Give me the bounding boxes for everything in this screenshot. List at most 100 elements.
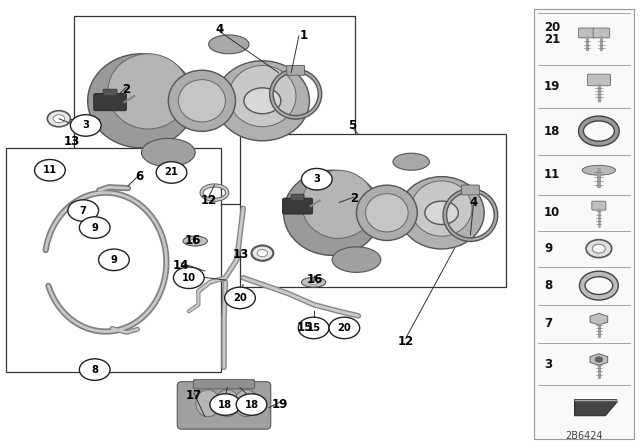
Bar: [534, 9, 634, 439]
Circle shape: [301, 168, 332, 190]
Text: 11: 11: [544, 168, 560, 181]
Circle shape: [173, 267, 204, 289]
Text: 9: 9: [544, 242, 552, 255]
Text: 6: 6: [136, 169, 143, 183]
FancyBboxPatch shape: [461, 185, 479, 195]
FancyBboxPatch shape: [177, 382, 271, 429]
Ellipse shape: [244, 88, 281, 114]
Ellipse shape: [308, 280, 319, 284]
Ellipse shape: [332, 247, 381, 272]
Text: 8: 8: [544, 279, 552, 292]
Circle shape: [236, 394, 267, 415]
Ellipse shape: [215, 390, 239, 417]
Ellipse shape: [168, 70, 236, 131]
Circle shape: [99, 249, 129, 271]
Text: 7: 7: [80, 206, 86, 215]
Text: 19: 19: [271, 398, 288, 411]
Ellipse shape: [183, 236, 207, 246]
Circle shape: [252, 246, 273, 261]
Ellipse shape: [108, 54, 188, 129]
Polygon shape: [590, 354, 608, 366]
Text: 21: 21: [164, 168, 179, 177]
FancyBboxPatch shape: [593, 28, 610, 38]
FancyBboxPatch shape: [283, 198, 312, 214]
FancyBboxPatch shape: [103, 89, 117, 96]
Text: 4: 4: [470, 196, 477, 209]
Circle shape: [79, 217, 110, 238]
Circle shape: [79, 359, 110, 380]
Ellipse shape: [229, 65, 296, 127]
Bar: [240, 134, 506, 287]
Text: 10: 10: [544, 206, 560, 220]
Text: 15: 15: [307, 323, 321, 333]
Circle shape: [47, 111, 70, 127]
Text: 20
21: 20 21: [544, 22, 560, 46]
Ellipse shape: [356, 185, 417, 241]
Ellipse shape: [234, 390, 259, 417]
Text: 15: 15: [296, 321, 313, 335]
Text: 2: 2: [122, 83, 130, 96]
Text: 16: 16: [307, 272, 323, 286]
Text: 20: 20: [337, 323, 351, 333]
Ellipse shape: [215, 61, 310, 141]
Text: 3: 3: [83, 121, 89, 130]
Ellipse shape: [179, 80, 225, 122]
Circle shape: [298, 317, 329, 339]
Circle shape: [225, 287, 255, 309]
Text: 13: 13: [63, 134, 80, 148]
Text: 4: 4: [216, 22, 223, 36]
FancyBboxPatch shape: [588, 74, 611, 86]
Ellipse shape: [393, 153, 429, 170]
Text: 18: 18: [244, 400, 259, 409]
Bar: [74, 16, 355, 204]
Circle shape: [595, 357, 603, 362]
Text: 2B6424: 2B6424: [565, 431, 603, 441]
Polygon shape: [590, 314, 608, 325]
Text: 17: 17: [186, 388, 202, 402]
Polygon shape: [575, 400, 617, 416]
Text: 18: 18: [544, 125, 561, 138]
Text: 3: 3: [544, 358, 552, 370]
Circle shape: [68, 200, 99, 221]
Text: 8: 8: [92, 365, 98, 375]
FancyBboxPatch shape: [579, 28, 595, 38]
FancyBboxPatch shape: [193, 379, 255, 389]
Ellipse shape: [302, 170, 375, 238]
Ellipse shape: [425, 201, 458, 224]
Text: 12: 12: [397, 335, 414, 349]
Text: 12: 12: [200, 194, 217, 207]
Circle shape: [586, 240, 612, 258]
Circle shape: [35, 159, 65, 181]
Text: 5: 5: [349, 119, 356, 132]
Text: 9: 9: [92, 223, 98, 233]
Circle shape: [70, 115, 101, 136]
Text: 14: 14: [173, 259, 189, 272]
Circle shape: [593, 244, 605, 253]
Ellipse shape: [399, 177, 484, 249]
Text: 3: 3: [314, 174, 320, 184]
Ellipse shape: [412, 181, 472, 236]
FancyBboxPatch shape: [93, 94, 127, 111]
Text: 10: 10: [182, 273, 196, 283]
Circle shape: [156, 162, 187, 183]
Ellipse shape: [365, 194, 408, 232]
Circle shape: [329, 317, 360, 339]
Ellipse shape: [209, 35, 249, 54]
Text: 1: 1: [300, 29, 308, 43]
Text: 9: 9: [111, 255, 117, 265]
Ellipse shape: [141, 138, 195, 167]
FancyBboxPatch shape: [592, 201, 606, 210]
Text: 20: 20: [233, 293, 247, 303]
FancyBboxPatch shape: [287, 65, 305, 75]
Text: 13: 13: [232, 248, 249, 261]
Text: 19: 19: [544, 80, 561, 93]
Text: 16: 16: [185, 234, 202, 247]
Circle shape: [53, 115, 65, 123]
FancyBboxPatch shape: [291, 194, 304, 200]
Text: 2: 2: [350, 191, 358, 205]
Circle shape: [210, 394, 241, 415]
Ellipse shape: [301, 277, 326, 287]
Ellipse shape: [196, 390, 220, 417]
Circle shape: [257, 250, 268, 257]
Ellipse shape: [190, 239, 200, 243]
